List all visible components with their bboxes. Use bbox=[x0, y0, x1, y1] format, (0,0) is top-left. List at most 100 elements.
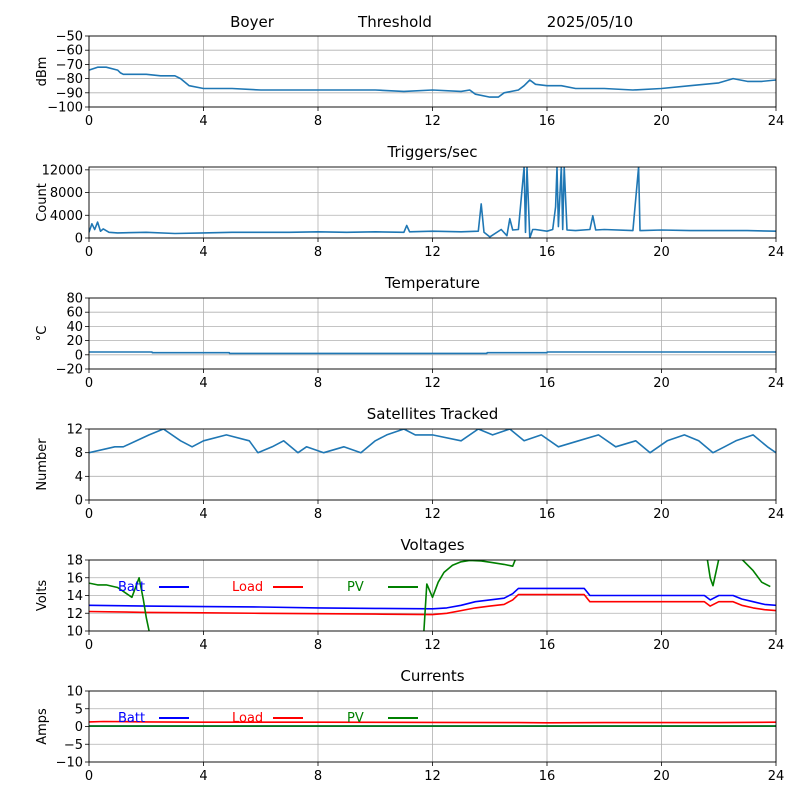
y-tick-label: 5 bbox=[75, 702, 83, 717]
axes-frame bbox=[88, 690, 777, 763]
x-tick-label: 0 bbox=[85, 638, 93, 653]
legend-label-batt: Batt bbox=[118, 580, 145, 595]
y-tick-label: −50 bbox=[56, 30, 83, 45]
y-tick-label: 0 bbox=[75, 720, 83, 735]
x-tick-label: 0 bbox=[85, 245, 93, 260]
series-line-0 bbox=[89, 66, 776, 98]
legend-label-load: Load bbox=[232, 580, 263, 595]
y-tick-label: 40 bbox=[66, 320, 83, 335]
x-tick-label: 0 bbox=[85, 769, 93, 784]
x-tick-label: 16 bbox=[539, 638, 556, 653]
x-tick-label: 16 bbox=[539, 114, 556, 129]
panel-title: Voltages bbox=[400, 536, 464, 554]
x-tick-label: 8 bbox=[314, 376, 322, 391]
x-tick-label: 8 bbox=[314, 245, 322, 260]
x-tick-label: 20 bbox=[653, 376, 670, 391]
series-line-0 bbox=[89, 167, 776, 238]
x-tick-label: 0 bbox=[85, 114, 93, 129]
y-tick-label: 4 bbox=[75, 470, 83, 485]
y-tick-label: −5 bbox=[64, 738, 83, 753]
x-tick-label: 4 bbox=[199, 376, 207, 391]
x-tick-label: 24 bbox=[768, 245, 785, 260]
y-axis-label: Number bbox=[35, 438, 50, 491]
y-tick-label: −80 bbox=[56, 72, 83, 87]
header-mode: Threshold bbox=[357, 13, 432, 31]
series-line-pv bbox=[89, 560, 771, 631]
x-tick-label: 24 bbox=[768, 638, 785, 653]
series-line-0 bbox=[89, 351, 776, 355]
y-tick-label: 0 bbox=[75, 232, 83, 247]
x-tick-label: 16 bbox=[539, 245, 556, 260]
axes-frame bbox=[88, 559, 777, 632]
x-tick-label: 20 bbox=[653, 114, 670, 129]
x-tick-label: 16 bbox=[539, 507, 556, 522]
y-tick-label: 12 bbox=[66, 423, 83, 438]
y-tick-label: 12 bbox=[66, 607, 83, 622]
x-tick-label: 4 bbox=[199, 114, 207, 129]
x-tick-label: 4 bbox=[199, 245, 207, 260]
x-tick-label: 20 bbox=[653, 507, 670, 522]
x-tick-label: 12 bbox=[424, 507, 441, 522]
y-tick-label: −70 bbox=[56, 58, 83, 73]
x-tick-label: 12 bbox=[424, 245, 441, 260]
x-tick-label: 20 bbox=[653, 245, 670, 260]
x-tick-label: 8 bbox=[314, 114, 322, 129]
y-tick-label: 12000 bbox=[42, 163, 83, 178]
x-tick-label: 0 bbox=[85, 507, 93, 522]
y-tick-label: 16 bbox=[66, 571, 83, 586]
axes-frame bbox=[88, 428, 777, 501]
y-axis-label: Amps bbox=[35, 708, 50, 745]
panel-title: Currents bbox=[400, 667, 464, 685]
axes-frame bbox=[88, 35, 777, 108]
x-tick-label: 4 bbox=[199, 638, 207, 653]
y-tick-label: −20 bbox=[56, 363, 83, 378]
y-tick-label: −10 bbox=[56, 756, 83, 771]
y-axis-label: Volts bbox=[35, 580, 50, 612]
panel-title: Satellites Tracked bbox=[367, 405, 498, 423]
panel-title: Temperature bbox=[384, 274, 480, 292]
y-tick-label: −60 bbox=[56, 44, 83, 59]
x-tick-label: 16 bbox=[539, 376, 556, 391]
x-tick-label: 4 bbox=[199, 769, 207, 784]
legend-label-load: Load bbox=[232, 711, 263, 726]
header-station: Boyer bbox=[230, 13, 275, 31]
series-line-load bbox=[89, 720, 776, 724]
y-tick-label: 8 bbox=[75, 446, 83, 461]
x-tick-label: 16 bbox=[539, 769, 556, 784]
y-tick-label: 10 bbox=[66, 625, 83, 640]
y-axis-label: Count bbox=[35, 183, 50, 222]
y-tick-label: 20 bbox=[66, 334, 83, 349]
x-tick-label: 20 bbox=[653, 638, 670, 653]
legend-label-pv: PV bbox=[347, 711, 364, 726]
y-tick-label: 80 bbox=[66, 292, 83, 307]
y-axis-label: °C bbox=[35, 326, 50, 342]
series-line-load bbox=[89, 593, 776, 616]
series-line-0 bbox=[89, 429, 776, 454]
y-tick-label: 4000 bbox=[50, 209, 83, 224]
x-tick-label: 24 bbox=[768, 769, 785, 784]
y-tick-label: 14 bbox=[66, 589, 83, 604]
x-tick-label: 0 bbox=[85, 376, 93, 391]
x-tick-label: 24 bbox=[768, 376, 785, 391]
x-tick-label: 12 bbox=[424, 376, 441, 391]
y-tick-label: 18 bbox=[66, 554, 83, 569]
y-tick-label: 8000 bbox=[50, 186, 83, 201]
x-tick-label: 24 bbox=[768, 507, 785, 522]
y-tick-label: 0 bbox=[75, 348, 83, 363]
x-tick-label: 8 bbox=[314, 638, 322, 653]
axes-frame bbox=[88, 297, 777, 370]
x-tick-label: 24 bbox=[768, 114, 785, 129]
header-date: 2025/05/10 bbox=[547, 13, 633, 31]
y-tick-label: −90 bbox=[56, 86, 83, 101]
y-tick-label: 60 bbox=[66, 306, 83, 321]
y-tick-label: 0 bbox=[75, 494, 83, 509]
x-tick-label: 20 bbox=[653, 769, 670, 784]
y-tick-label: −100 bbox=[47, 101, 83, 116]
x-tick-label: 8 bbox=[314, 769, 322, 784]
legend-label-batt: Batt bbox=[118, 711, 145, 726]
x-tick-label: 12 bbox=[424, 769, 441, 784]
axes-frame bbox=[88, 166, 777, 239]
panel-title: Triggers/sec bbox=[387, 143, 478, 161]
x-tick-label: 4 bbox=[199, 507, 207, 522]
